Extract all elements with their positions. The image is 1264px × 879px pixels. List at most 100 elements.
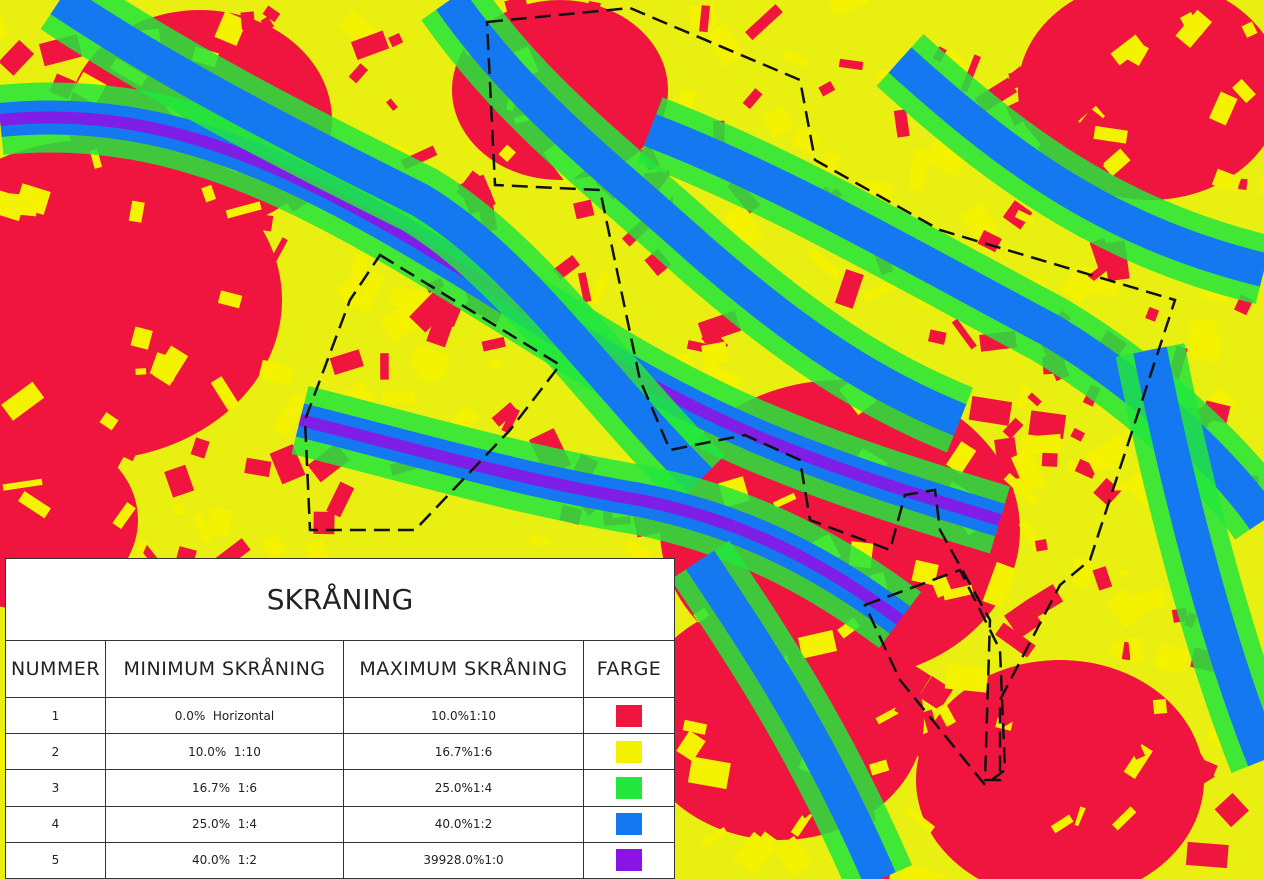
map-patch xyxy=(206,507,233,538)
map-patch xyxy=(78,534,107,564)
map-patch xyxy=(240,11,256,30)
map-patch xyxy=(1179,51,1196,71)
map-patch xyxy=(1073,558,1091,588)
map-patch xyxy=(1052,780,1070,796)
map-patch xyxy=(1074,458,1098,479)
map-patch xyxy=(701,341,729,366)
map-patch xyxy=(790,810,813,837)
map-patch xyxy=(687,756,731,790)
map-patch xyxy=(232,304,275,347)
map-patch xyxy=(1041,452,1058,467)
map-patch xyxy=(0,432,12,459)
map-patch xyxy=(682,719,708,735)
map-patch xyxy=(1113,481,1151,491)
map-patch xyxy=(927,329,947,345)
map-patch xyxy=(782,50,810,68)
map-patch xyxy=(947,537,988,581)
map-patch xyxy=(573,199,595,220)
map-patch xyxy=(1232,78,1256,104)
map-patch xyxy=(242,26,273,54)
legend-maximum: 16.7%1:6 xyxy=(344,734,584,771)
map-patch xyxy=(1086,251,1124,283)
map-patch xyxy=(1002,417,1024,439)
map-patch xyxy=(501,407,520,434)
map-patch xyxy=(1152,698,1168,715)
map-patch xyxy=(1020,433,1062,455)
map-patch xyxy=(0,190,26,222)
map-patch xyxy=(871,674,890,696)
map-patch xyxy=(743,742,786,754)
map-patch xyxy=(936,619,962,647)
map-patch xyxy=(99,412,119,431)
map-patch xyxy=(58,251,75,278)
map-patch xyxy=(1238,178,1248,191)
map-patch xyxy=(214,11,248,46)
map-patch xyxy=(0,39,35,76)
legend-maximum: 10.0%1:10 xyxy=(344,698,584,735)
legend-number: 1 xyxy=(6,698,106,735)
map-patch xyxy=(1092,566,1113,591)
map-patch xyxy=(647,124,1264,524)
map-patch xyxy=(805,246,843,281)
map-patch xyxy=(445,0,963,426)
map-patch xyxy=(1008,66,1048,89)
map-patch xyxy=(481,336,506,352)
map-patch xyxy=(105,407,128,441)
map-patch xyxy=(298,414,904,625)
map-patch xyxy=(1211,168,1242,194)
map-patch xyxy=(1188,319,1220,361)
legend-maximum: 25.0%1:4 xyxy=(344,770,584,807)
map-patch xyxy=(908,147,929,191)
map-patch xyxy=(56,0,705,485)
color-swatch xyxy=(616,704,642,727)
map-patch xyxy=(946,441,977,475)
map-patch xyxy=(528,533,550,548)
map-patch xyxy=(956,708,981,732)
map-patch xyxy=(702,361,743,390)
map-patch xyxy=(924,136,969,177)
map-patch xyxy=(2,478,43,491)
map-patch xyxy=(772,492,797,509)
legend-number: 4 xyxy=(6,806,106,843)
legend-minimum: 40.0% 1:2 xyxy=(106,842,344,879)
legend-color-cell xyxy=(584,843,674,879)
map-patch xyxy=(1110,34,1145,66)
column-header: MAXIMUM SKRÅNING xyxy=(344,641,584,698)
legend-maximum: 40.0%1:2 xyxy=(344,806,584,843)
map-patch xyxy=(797,630,838,659)
map-patch xyxy=(699,5,711,33)
map-patch xyxy=(723,203,764,249)
color-swatch xyxy=(616,813,642,836)
map-patch xyxy=(335,279,365,309)
map-patch xyxy=(762,105,794,138)
map-patch xyxy=(160,395,192,430)
map-patch xyxy=(1072,55,1090,74)
map-patch xyxy=(217,290,243,309)
map-patch xyxy=(262,5,281,23)
map-patch xyxy=(1041,775,1054,798)
map-patch xyxy=(1075,714,1096,733)
map-patch xyxy=(1241,21,1258,38)
map-patch xyxy=(174,196,215,235)
map-patch xyxy=(1067,737,1117,786)
map-patch xyxy=(759,831,777,848)
map-patch xyxy=(1032,841,1063,875)
map-patch xyxy=(1127,41,1149,67)
map-patch xyxy=(1154,643,1189,674)
color-swatch xyxy=(616,849,642,872)
map-patch xyxy=(264,237,288,274)
map-patch xyxy=(1149,87,1189,117)
map-patch xyxy=(1214,792,1249,828)
map-patch xyxy=(1127,737,1146,760)
map-patch xyxy=(1258,177,1264,195)
map-patch xyxy=(350,30,390,61)
map-patch xyxy=(893,109,910,138)
map-patch xyxy=(1145,306,1160,322)
map-patch xyxy=(818,149,843,176)
map-patch xyxy=(1127,636,1144,663)
map-patch xyxy=(1208,91,1238,126)
legend-maximum: 39928.0%1:0 xyxy=(344,842,584,879)
map-patch xyxy=(987,853,1022,879)
map-patch xyxy=(1084,436,1128,474)
